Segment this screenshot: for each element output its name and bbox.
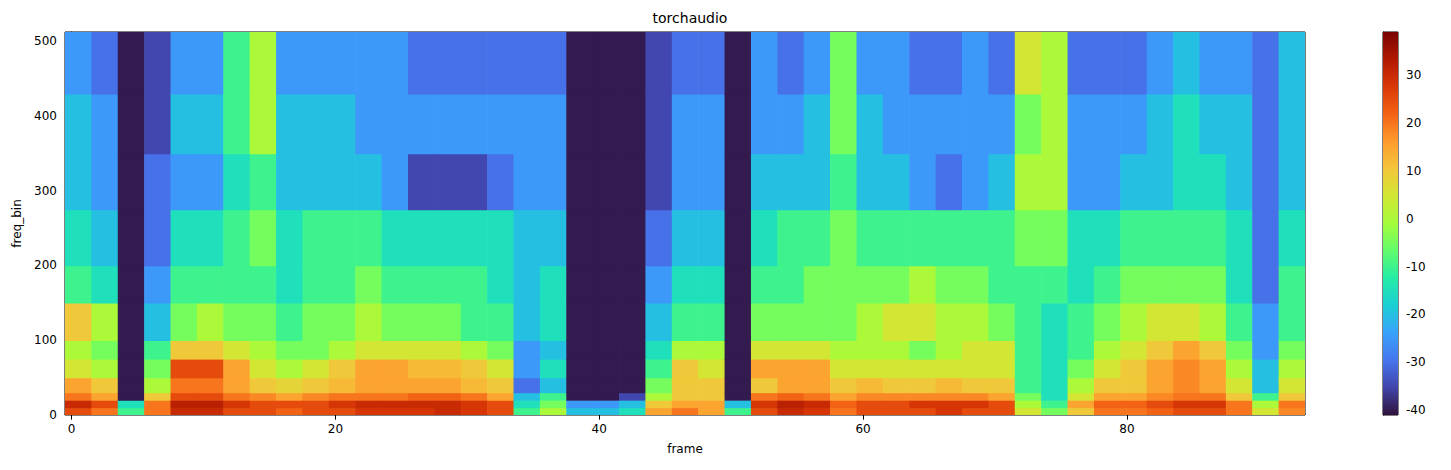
- svg-text:500: 500: [34, 34, 57, 48]
- svg-text:0: 0: [1406, 212, 1414, 226]
- svg-text:torchaudio: torchaudio: [653, 10, 728, 26]
- svg-text:0: 0: [49, 408, 57, 422]
- svg-text:400: 400: [34, 109, 57, 123]
- svg-text:200: 200: [34, 258, 57, 272]
- svg-text:20: 20: [1406, 116, 1421, 130]
- svg-text:-10: -10: [1406, 260, 1426, 274]
- svg-text:-40: -40: [1406, 403, 1426, 417]
- svg-text:freq_bin: freq_bin: [10, 199, 24, 247]
- svg-text:40: 40: [592, 422, 607, 436]
- svg-text:frame: frame: [667, 442, 703, 456]
- svg-text:-20: -20: [1406, 307, 1426, 321]
- svg-text:10: 10: [1406, 164, 1421, 178]
- svg-text:60: 60: [855, 422, 870, 436]
- svg-text:20: 20: [328, 422, 343, 436]
- svg-text:30: 30: [1406, 68, 1421, 82]
- svg-text:300: 300: [34, 184, 57, 198]
- svg-text:80: 80: [1119, 422, 1134, 436]
- svg-text:0: 0: [68, 422, 76, 436]
- svg-text:100: 100: [34, 333, 57, 347]
- svg-text:-30: -30: [1406, 355, 1426, 369]
